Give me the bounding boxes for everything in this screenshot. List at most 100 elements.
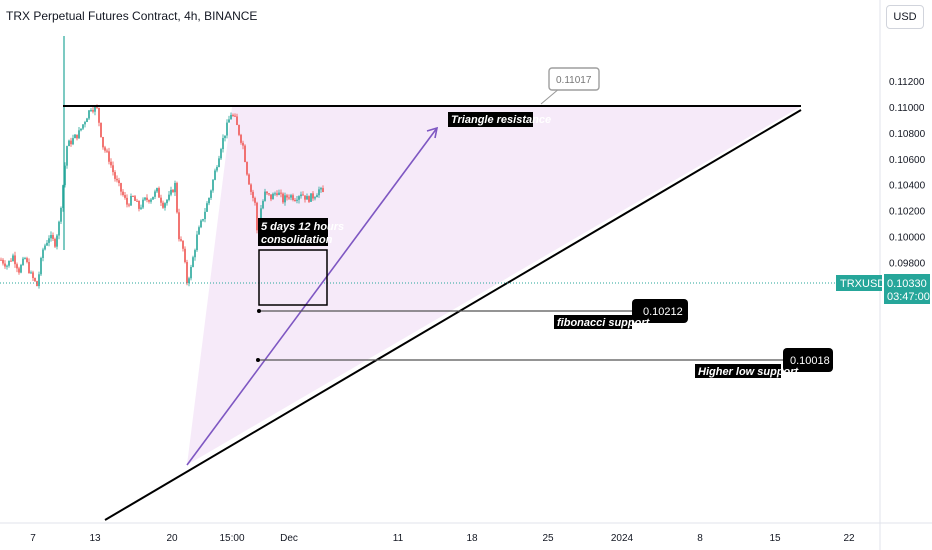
resistance-label-bg	[448, 112, 533, 127]
time-tick-label: 7	[30, 533, 36, 544]
time-tick-label: 15:00	[219, 533, 244, 544]
time-tick-label: 15	[769, 533, 781, 544]
price-tag-bg	[884, 274, 930, 304]
candle-up	[228, 119, 230, 123]
candle-up	[72, 138, 74, 145]
candle-down	[76, 134, 78, 139]
candle-down	[18, 268, 20, 273]
candle-up	[166, 199, 168, 204]
candle-up	[306, 196, 308, 200]
candle-up	[212, 179, 214, 191]
candle-down	[16, 264, 18, 269]
time-tick-label: 11	[393, 533, 404, 544]
candle-down	[172, 189, 174, 193]
candle-up	[68, 140, 70, 147]
candle-up	[206, 203, 208, 212]
candle-down	[100, 122, 102, 138]
candle-down	[252, 191, 254, 198]
candle-up	[56, 235, 58, 247]
candle-down	[308, 196, 310, 202]
candle-up	[210, 190, 212, 198]
candle-down	[240, 134, 242, 143]
resistance-label: Triangle resistance	[451, 114, 551, 126]
candle-down	[304, 195, 306, 200]
candle-up	[64, 165, 66, 186]
candle-up	[188, 278, 190, 284]
candle-up	[262, 200, 264, 209]
price-tick-label: 0.10600	[889, 155, 926, 166]
candle-up	[320, 188, 322, 190]
candle-up	[260, 208, 262, 221]
candle-up	[174, 182, 176, 193]
candle-down	[132, 195, 134, 197]
candle-up	[6, 265, 8, 267]
candle-down	[14, 255, 16, 265]
candle-down	[52, 235, 54, 239]
symbol-tag-bg	[836, 275, 882, 291]
candle-down	[92, 110, 94, 112]
candle-down	[292, 195, 294, 200]
candle-up	[310, 193, 312, 202]
candle-up	[170, 189, 172, 195]
candle-down	[106, 150, 108, 152]
candle-up	[66, 146, 68, 166]
time-tick-label: 8	[697, 533, 703, 544]
candle-up	[224, 135, 226, 139]
candle-up	[50, 235, 52, 239]
candle-up	[204, 211, 206, 220]
candle-up	[48, 238, 50, 243]
candle-up	[58, 221, 60, 236]
candle-up	[60, 207, 62, 222]
candle-up	[314, 197, 316, 199]
hl-label: Higher low support	[698, 366, 800, 378]
candle-down	[138, 200, 140, 209]
candle-up	[152, 196, 154, 200]
fib-anchor	[257, 309, 261, 313]
candle-down	[160, 197, 162, 203]
arrow-head	[426, 126, 439, 139]
candle-up	[300, 194, 302, 197]
currency-button[interactable]: USD	[886, 5, 924, 29]
candle-down	[232, 114, 234, 116]
candle-up	[90, 110, 92, 112]
candle-up	[230, 114, 232, 120]
candle-up	[284, 195, 286, 203]
candle-up	[12, 255, 14, 262]
candle-up	[192, 257, 194, 267]
candle-up	[274, 193, 276, 195]
triangle-support-line	[104, 109, 802, 521]
time-axis[interactable]: 7 13 20 15:00 Dec 11 18 25 2024 8 15 22	[30, 533, 855, 544]
candle-up	[130, 195, 132, 206]
candle-down	[102, 137, 104, 148]
hl-label-bg	[695, 364, 781, 378]
price-axis[interactable]: 0.11200 0.11000 0.10800 0.10600 0.10400 0.102…	[889, 77, 926, 295]
candle-down	[176, 182, 178, 213]
candle-up	[190, 266, 192, 279]
time-tick-label: 2024	[611, 533, 634, 544]
candle-down	[126, 197, 128, 205]
candle-up	[150, 199, 152, 202]
price-tick-label: 0.11200	[889, 77, 925, 88]
candle-down	[186, 262, 188, 284]
candle-down	[270, 194, 272, 200]
candle-up	[202, 219, 204, 221]
candle-down	[182, 240, 184, 249]
triangle-fill	[187, 107, 800, 465]
candle-up	[198, 227, 200, 235]
candle-down	[248, 174, 250, 185]
candle-down	[254, 197, 256, 203]
candle-up	[298, 196, 300, 200]
candle-down	[118, 180, 120, 184]
fib-price-bg	[632, 299, 688, 323]
candle-up	[318, 189, 320, 196]
candle-down	[242, 142, 244, 146]
candle-down	[10, 260, 12, 262]
candle-down	[276, 193, 278, 195]
candle-up	[22, 258, 24, 265]
candle-down	[244, 145, 246, 162]
candle-up	[278, 192, 280, 195]
candle-up	[94, 106, 96, 112]
candle-up	[272, 193, 274, 200]
fib-label: fibonacci support	[557, 317, 651, 329]
